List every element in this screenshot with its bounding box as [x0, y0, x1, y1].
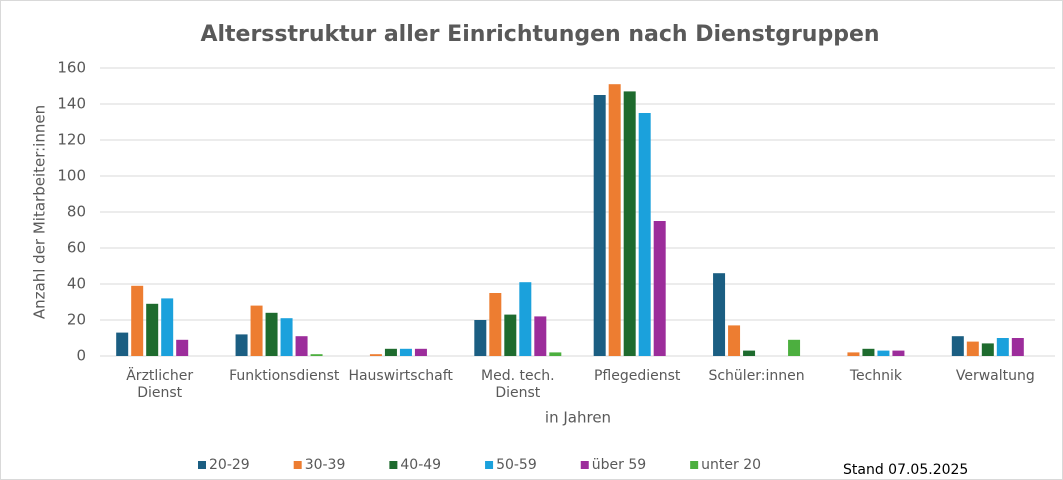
bar	[250, 305, 263, 356]
bar	[951, 336, 964, 356]
legend-swatch	[198, 461, 206, 469]
bar	[847, 352, 860, 356]
bar	[399, 348, 412, 356]
bar	[743, 350, 756, 356]
x-tick-label: Hauswirtschaft	[348, 368, 453, 384]
bar	[788, 339, 801, 356]
bar	[146, 303, 159, 356]
x-tick-label: Technik	[849, 368, 903, 384]
bar	[862, 348, 875, 356]
y-tick-label: 120	[57, 131, 86, 149]
y-tick-label: 0	[76, 347, 86, 365]
legend-swatch	[690, 461, 699, 469]
legend-swatch	[389, 461, 398, 469]
y-tick-label: 140	[57, 95, 86, 113]
x-tick-label: Pflegedienst	[593, 368, 681, 384]
x-axis-label: in Jahren	[545, 409, 611, 427]
bar	[474, 320, 487, 356]
note: Stand 07.05.2025	[843, 462, 968, 478]
bar	[966, 341, 979, 356]
bar	[176, 339, 189, 356]
bar	[414, 348, 427, 356]
bar	[623, 91, 636, 357]
y-tick-label: 40	[67, 275, 86, 293]
bar	[593, 95, 606, 356]
y-tick-label: 60	[67, 239, 86, 257]
bar	[1011, 338, 1024, 356]
bar	[981, 343, 994, 356]
legend-label: über 59	[592, 457, 646, 473]
bar	[369, 354, 382, 356]
bar	[265, 312, 278, 356]
x-tick-label: Ärztlicher Dienst	[126, 368, 194, 401]
bar	[384, 348, 397, 356]
legend-swatch	[293, 461, 302, 469]
bar	[519, 282, 532, 356]
bar	[608, 84, 621, 356]
legend-label: 20-29	[209, 457, 250, 473]
bar	[892, 350, 905, 356]
bar	[161, 298, 174, 356]
bar	[280, 318, 293, 356]
bar	[638, 113, 651, 356]
x-tick-label: Schüler:innen	[708, 368, 805, 384]
y-tick-label: 160	[57, 59, 86, 77]
bar	[728, 325, 741, 356]
y-axis-label: Anzahl der Mitarbeiter:innen	[31, 105, 49, 319]
bar	[310, 354, 323, 356]
x-tick-label: Med. tech. Dienst	[481, 368, 555, 401]
legend-label: unter 20	[701, 457, 761, 473]
y-tick-label: 100	[57, 167, 86, 185]
x-tick-label: Funktionsdienst	[229, 368, 340, 384]
legend-label: 30-39	[305, 457, 346, 473]
y-tick-label: 20	[67, 311, 86, 329]
y-tick-label: 80	[67, 203, 86, 221]
bar	[235, 334, 248, 356]
legend-swatch	[580, 461, 589, 469]
bar	[549, 352, 562, 356]
bar	[713, 273, 726, 356]
bar	[996, 338, 1009, 356]
bar	[534, 316, 547, 356]
bar	[131, 285, 144, 356]
legend-label: 50-59	[496, 457, 537, 473]
legend-label: 40-49	[400, 457, 441, 473]
chart-title: Altersstruktur aller Einrichtungen nach …	[200, 22, 879, 47]
legend-swatch	[485, 461, 494, 469]
bar	[489, 293, 502, 356]
bar	[504, 314, 517, 356]
bar	[295, 336, 308, 356]
bar	[116, 332, 129, 356]
bar	[877, 350, 890, 356]
x-tick-label: Verwaltung	[955, 368, 1035, 384]
bar	[653, 221, 666, 356]
